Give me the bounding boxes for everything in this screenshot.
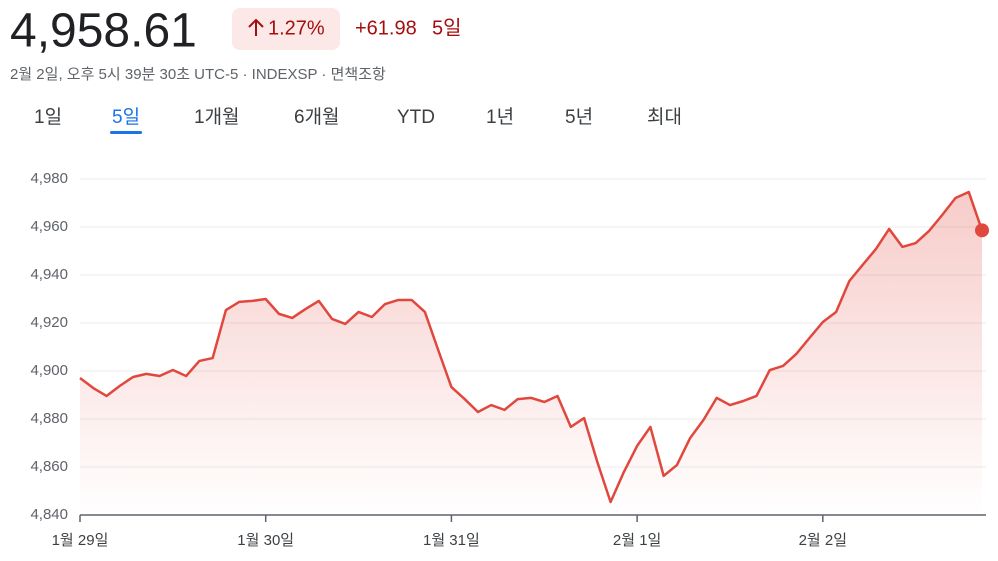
area (80, 191, 982, 515)
change-badge (232, 8, 340, 50)
change-value: +61.98 (355, 17, 417, 39)
y-tick-label: 4,960 (30, 218, 68, 235)
y-tick-label: 4,940 (30, 266, 68, 283)
price-line (79, 190, 984, 504)
change-percent: 1.27% (268, 17, 325, 39)
y-tick-label: 4,840 (30, 506, 68, 523)
x-tick-label: 1월 30일 (237, 532, 294, 549)
up-arrow (248, 18, 264, 36)
last-point (975, 223, 989, 238)
y-tick-label: 4,880 (30, 410, 68, 427)
tab[interactable]: 6개월 (294, 106, 340, 128)
tab-underline (110, 131, 143, 134)
tab[interactable]: 1년 (486, 106, 514, 128)
y-tick-label: 4,860 (30, 458, 68, 475)
change-period: 5일 (432, 16, 462, 39)
x-tick-label: 2월 1일 (613, 532, 661, 549)
y-tick-label: 4,920 (30, 314, 68, 331)
tab[interactable]: 5년 (565, 106, 593, 128)
tab[interactable]: 최대 (647, 106, 682, 128)
x-tick-label: 1월 31일 (423, 532, 480, 549)
x-tick-label: 1월 29일 (52, 532, 109, 549)
tab[interactable]: 1개월 (194, 106, 240, 128)
tab[interactable]: 5일 (112, 106, 140, 128)
y-tick-label: 4,980 (30, 170, 68, 187)
y-tick-label: 4,900 (30, 362, 68, 379)
x-tick-label: 2월 2일 (799, 532, 847, 549)
price: 4,958.61 (10, 5, 197, 58)
subtitle: 2월 2일, 오후 5시 39분 30초 UTC-5 · INDEXSP · 면… (10, 66, 386, 83)
tab[interactable]: 1일 (34, 106, 62, 128)
tab[interactable]: YTD (397, 107, 435, 128)
